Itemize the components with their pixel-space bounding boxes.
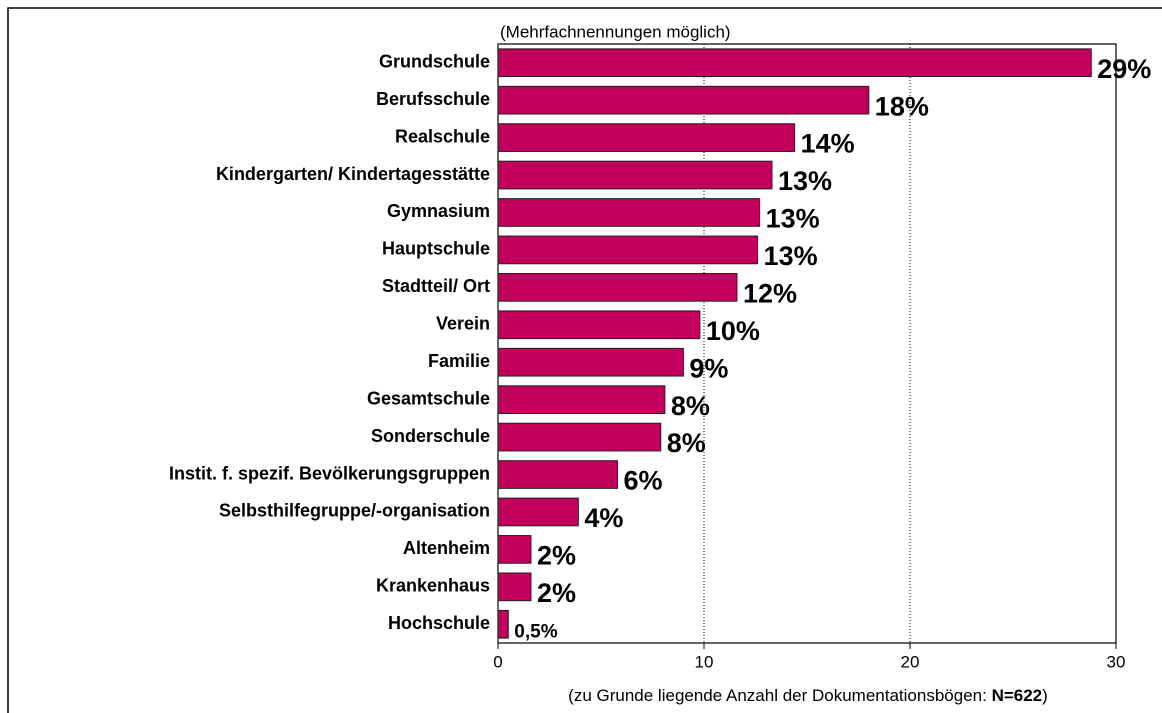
value-label: 13%	[764, 241, 818, 271]
value-label: 10%	[706, 316, 760, 346]
x-tick-label: 20	[901, 652, 920, 671]
value-label: 0,5%	[514, 621, 557, 642]
y-tick-label: Verein	[436, 314, 490, 334]
bar	[497, 272, 738, 302]
y-tick-label: Stadtteil/ Ort	[382, 276, 490, 296]
chart-subtitle: (Mehrfachnennungen möglich)	[500, 22, 731, 41]
y-tick-label: Selbsthilfegruppe/-organisation	[219, 501, 490, 521]
value-label: 18%	[875, 91, 929, 121]
y-tick-label: Gymnasium	[387, 201, 490, 221]
value-label: 8%	[671, 391, 710, 421]
bar	[497, 609, 509, 639]
value-label: 13%	[766, 204, 820, 234]
value-label: 8%	[667, 428, 706, 458]
footnote-prefix: (zu Grunde liegende Anzahl der Dokumenta…	[568, 686, 991, 705]
bar	[497, 198, 761, 227]
bar	[497, 497, 579, 527]
bar	[497, 160, 773, 190]
y-tick-label: Grundschule	[379, 51, 490, 71]
value-label: 14%	[801, 129, 855, 159]
value-label: 12%	[743, 278, 797, 308]
y-tick-label: Gesamtschule	[367, 388, 490, 408]
y-tick-label: Realschule	[395, 126, 490, 146]
y-tick-label: Kindergarten/ Kindertagesstätte	[216, 164, 490, 184]
footnote: (zu Grunde liegende Anzahl der Dokumenta…	[568, 686, 1048, 705]
value-label: 9%	[689, 353, 728, 383]
bar	[497, 572, 532, 602]
bar	[497, 85, 870, 115]
y-tick-label: Hochschule	[388, 613, 490, 633]
bar	[497, 48, 1092, 78]
bar	[497, 460, 618, 489]
bar	[497, 385, 666, 415]
value-label: 29%	[1097, 54, 1151, 84]
bar	[497, 535, 532, 564]
y-tick-label: Berufsschule	[376, 89, 490, 109]
y-tick-label: Instit. f. spezif. Bevölkerungsgruppen	[169, 463, 490, 483]
bar	[497, 347, 684, 377]
value-label: 2%	[537, 541, 576, 571]
y-tick-label: Krankenhaus	[376, 576, 490, 596]
plot-frame	[497, 43, 1117, 644]
y-tick-label: Hauptschule	[382, 239, 490, 259]
value-label: 13%	[778, 166, 832, 196]
value-label: 4%	[584, 503, 623, 533]
bar	[497, 235, 759, 265]
footnote-suffix: )	[1042, 686, 1048, 705]
y-tick-label: Familie	[428, 351, 490, 371]
bar	[497, 310, 701, 340]
value-label: 2%	[537, 578, 576, 608]
bar	[497, 422, 662, 452]
x-tick-label: 0	[493, 652, 502, 671]
footnote-bold: N=622	[992, 686, 1043, 705]
x-tick-label: 10	[695, 652, 714, 671]
y-tick-label: Altenheim	[403, 538, 490, 558]
outer-frame	[7, 7, 1162, 713]
x-tick-label: 30	[1107, 652, 1126, 671]
value-label: 6%	[623, 466, 662, 496]
bar	[497, 123, 796, 152]
y-tick-label: Sonderschule	[371, 426, 490, 446]
